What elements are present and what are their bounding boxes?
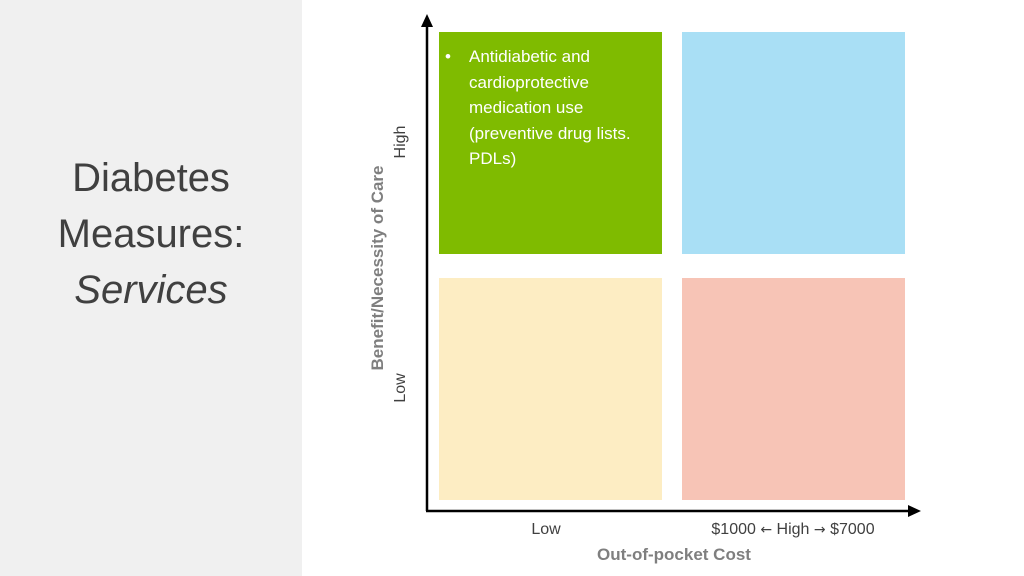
slide-title: Diabetes Measures: Services bbox=[0, 150, 302, 318]
x-axis-high-label: $1000 ← High → $7000 bbox=[711, 521, 874, 539]
quadrant-high-benefit-low-cost: Antidiabetic and cardioprotective medica… bbox=[439, 32, 662, 254]
x-high-min-cost: $1000 bbox=[711, 521, 756, 538]
quadrant-low-benefit-high-cost bbox=[682, 278, 905, 500]
y-axis-low-label: Low bbox=[392, 373, 409, 403]
title-line-2: Measures: bbox=[57, 212, 245, 256]
x-high-word: High bbox=[776, 521, 810, 538]
x-axis-low-label: Low bbox=[531, 521, 561, 538]
list-item: Antidiabetic and cardioprotective medica… bbox=[445, 44, 639, 172]
title-panel: Diabetes Measures: Services bbox=[0, 0, 302, 576]
quadrant-top-left-list: Antidiabetic and cardioprotective medica… bbox=[439, 32, 662, 172]
x-high-max-cost: $7000 bbox=[830, 521, 875, 538]
y-axis-high-label: High bbox=[392, 125, 409, 159]
y-axis-arrowhead bbox=[421, 14, 433, 27]
quadrant-high-benefit-high-cost bbox=[682, 32, 905, 254]
quadrant-low-benefit-low-cost bbox=[439, 278, 662, 500]
y-axis-label: Benefit/Necessity of Care bbox=[368, 165, 387, 371]
arrow-left-icon: ← bbox=[760, 522, 773, 538]
title-line-3: Services bbox=[74, 268, 228, 312]
title-line-1: Diabetes bbox=[72, 156, 230, 200]
x-axis-arrowhead bbox=[908, 505, 921, 517]
arrow-right-icon: → bbox=[813, 522, 826, 538]
x-axis-label: Out-of-pocket Cost bbox=[597, 545, 751, 564]
